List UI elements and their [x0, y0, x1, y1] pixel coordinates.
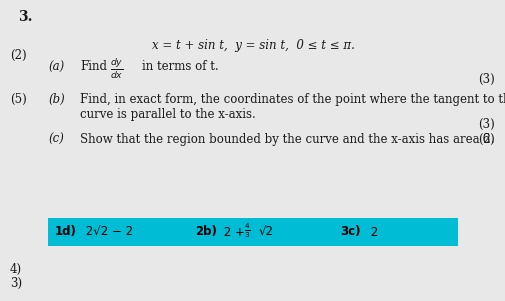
Text: (3): (3) [477, 73, 494, 86]
Text: 4): 4) [10, 263, 22, 276]
Text: (2): (2) [10, 49, 27, 62]
Text: 2b): 2b) [194, 225, 217, 238]
Text: curve is parallel to the x-axis.: curve is parallel to the x-axis. [80, 108, 255, 121]
Text: (5): (5) [10, 93, 27, 106]
Text: Find: Find [80, 60, 107, 73]
Text: (6): (6) [477, 133, 494, 146]
Text: 2√2 − 2: 2√2 − 2 [82, 225, 133, 238]
FancyBboxPatch shape [48, 218, 457, 246]
Text: √2: √2 [259, 225, 274, 238]
Text: x = t + sin t,  y = sin t,  0 ≤ t ≤ π.: x = t + sin t, y = sin t, 0 ≤ t ≤ π. [152, 39, 354, 52]
Text: (a): (a) [48, 61, 64, 74]
Text: 3c): 3c) [339, 225, 360, 238]
Text: 3.: 3. [18, 10, 32, 24]
Text: (3): (3) [477, 118, 494, 131]
Text: $\frac{4}{3}$: $\frac{4}{3}$ [243, 222, 250, 240]
Text: $\frac{dy}{dx}$: $\frac{dy}{dx}$ [110, 57, 123, 81]
Text: 2 +: 2 + [220, 225, 248, 238]
Text: 3): 3) [10, 277, 22, 290]
Text: Find, in exact form, the coordinates of the point where the tangent to the: Find, in exact form, the coordinates of … [80, 93, 505, 106]
Text: Show that the region bounded by the curve and the x-axis has area 2.: Show that the region bounded by the curv… [80, 133, 493, 146]
Text: (c): (c) [48, 133, 64, 146]
Text: (b): (b) [48, 93, 65, 106]
Text: in terms of t.: in terms of t. [142, 60, 218, 73]
Text: 2: 2 [366, 225, 378, 238]
Text: 1d): 1d) [55, 225, 77, 238]
